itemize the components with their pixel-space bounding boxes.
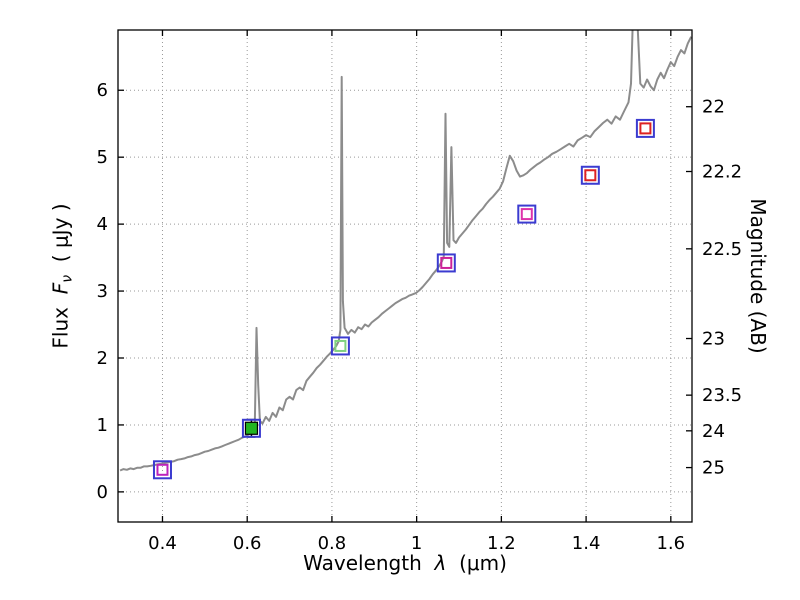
magnitude-tick-label: 23.5: [702, 385, 742, 406]
flux-subscript-nu: ν: [59, 274, 76, 283]
flux-tick-label: 0: [97, 482, 108, 503]
y-axis-label-left: Flux Fν ( μJy ): [49, 203, 76, 348]
photometry-points: [152, 118, 655, 480]
magnitude-tick-label: 22: [702, 97, 725, 118]
photometry-marker: [241, 418, 261, 438]
x-axis-label: Wavelength λ (μm): [303, 551, 507, 575]
magnitude-tick-label: 22.2: [702, 162, 742, 183]
axes-frame: [117, 29, 693, 523]
x-tick-label: 0.6: [233, 533, 262, 554]
flux-units: ( μJy ): [48, 203, 73, 263]
x-tick-label: 1: [411, 533, 422, 554]
photometry-marker: [517, 204, 537, 224]
flux-label-text: Flux: [48, 306, 73, 349]
photometry-marker: [580, 165, 600, 185]
grid-lines: [118, 30, 692, 522]
x-tick-label: 1.6: [656, 533, 685, 554]
photometry-marker: [436, 253, 456, 273]
x-tick-label: 0.4: [148, 533, 177, 554]
magnitude-tick-label: 23: [702, 329, 725, 350]
flux-tick-label: 5: [97, 147, 108, 168]
magnitude-tick-label: 25: [702, 458, 725, 479]
y-axis-label-right: Magnitude (AB): [746, 198, 770, 354]
photometry-marker: [330, 336, 350, 356]
spectrum-line: [119, 30, 692, 472]
tick-marks: [118, 30, 692, 522]
flux-symbol: F: [48, 282, 73, 295]
flux-tick-label: 3: [97, 281, 108, 302]
x-tick-label: 0.8: [318, 533, 347, 554]
x-axis-label-units: (μm): [459, 551, 507, 575]
flux-tick-label: 1: [97, 415, 108, 436]
x-tick-label: 1.2: [487, 533, 516, 554]
flux-tick-label: 6: [97, 80, 108, 101]
magnitude-tick-label: 22.5: [702, 239, 742, 260]
x-tick-label: 1.4: [572, 533, 601, 554]
magnitude-tick-label: 24: [702, 421, 725, 442]
flux-tick-label: 4: [97, 214, 108, 235]
photometry-marker: [152, 460, 172, 480]
x-axis-label-text: Wavelength: [303, 551, 422, 575]
lambda-symbol: λ: [434, 551, 447, 575]
photometry-marker: [635, 118, 655, 138]
flux-tick-label: 2: [97, 348, 108, 369]
